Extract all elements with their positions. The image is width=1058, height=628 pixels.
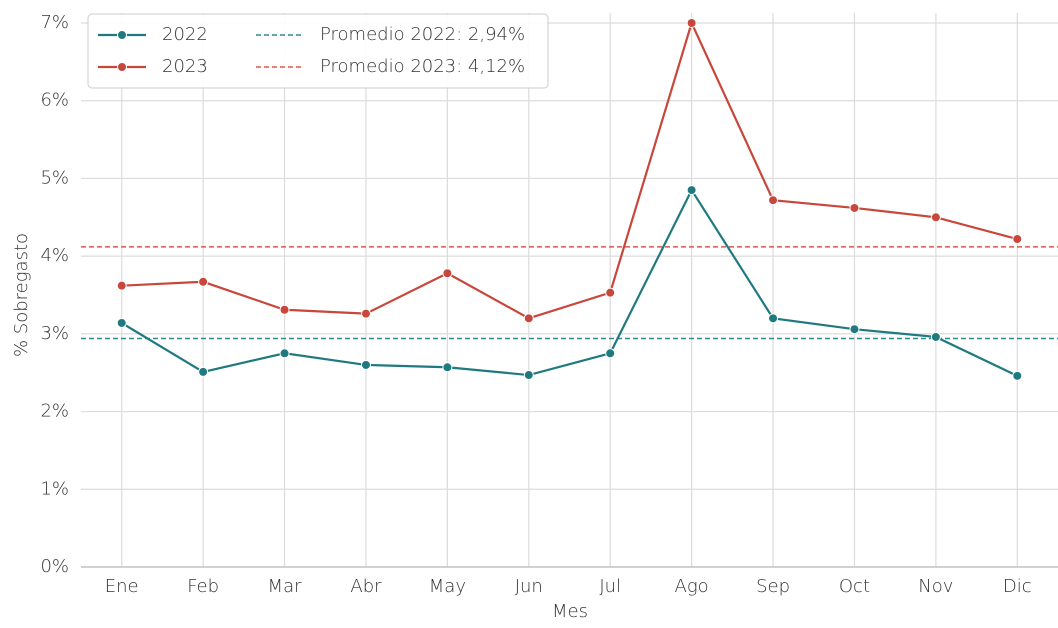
y-tick-label: 6% xyxy=(40,90,69,111)
grid xyxy=(81,13,1058,568)
y-axis-label: % Sobregasto xyxy=(11,233,32,357)
point xyxy=(768,313,779,324)
point xyxy=(768,195,779,206)
point xyxy=(442,362,453,373)
y-tick-label: 1% xyxy=(40,478,69,499)
point xyxy=(930,212,941,223)
y-tick-label: 4% xyxy=(40,245,69,266)
point xyxy=(116,280,127,291)
x-tick-label: Mar xyxy=(268,576,303,597)
point xyxy=(116,317,127,328)
x-tick-label: Jul xyxy=(599,576,621,597)
x-tick-label: Dic xyxy=(1003,576,1032,597)
legend-label: Promedio 2023: 4,12% xyxy=(320,56,525,77)
y-tick-label: 3% xyxy=(40,323,69,344)
point xyxy=(523,370,534,381)
x-tick-label: Feb xyxy=(187,576,219,597)
point xyxy=(198,366,209,377)
point xyxy=(279,304,290,315)
legend-label: 2023 xyxy=(162,56,208,77)
point xyxy=(1012,370,1023,381)
x-tick-label: Nov xyxy=(918,576,953,597)
x-tick-label: Ene xyxy=(105,576,139,597)
point xyxy=(442,268,453,279)
y-tick-label: 0% xyxy=(40,556,69,577)
point xyxy=(686,185,697,196)
y-tick-label: 7% xyxy=(40,12,69,33)
point xyxy=(1012,234,1023,245)
x-tick-label: Oct xyxy=(839,576,870,597)
point xyxy=(605,287,616,298)
point xyxy=(605,348,616,359)
x-tick-label: Ago xyxy=(675,576,709,597)
y-tick-label: 2% xyxy=(40,401,69,422)
point xyxy=(686,18,697,28)
point xyxy=(360,308,371,319)
legend-marker xyxy=(117,62,127,72)
legend-marker xyxy=(117,30,127,40)
x-tick-label: Abr xyxy=(350,576,382,597)
x-axis-label: Mes xyxy=(552,601,588,622)
y-tick-label: 5% xyxy=(40,167,69,188)
x-tick-label: Jun xyxy=(515,576,543,597)
x-tick-label: Sep xyxy=(756,576,790,597)
legend: 2022 2023 Promedio 2022: 2,94% Promedio 202… xyxy=(87,13,549,89)
point xyxy=(523,313,534,324)
point xyxy=(198,276,209,287)
point xyxy=(930,331,941,342)
series-line xyxy=(121,187,1018,377)
point xyxy=(849,202,860,213)
legend-label: Promedio 2022: 2,94% xyxy=(320,24,525,45)
legend-box xyxy=(87,13,549,89)
point xyxy=(279,348,290,359)
x-tick-label: May xyxy=(429,576,466,597)
point xyxy=(360,359,371,370)
point xyxy=(849,324,860,335)
series-line xyxy=(121,19,1018,320)
legend-label: 2022 xyxy=(162,24,208,45)
